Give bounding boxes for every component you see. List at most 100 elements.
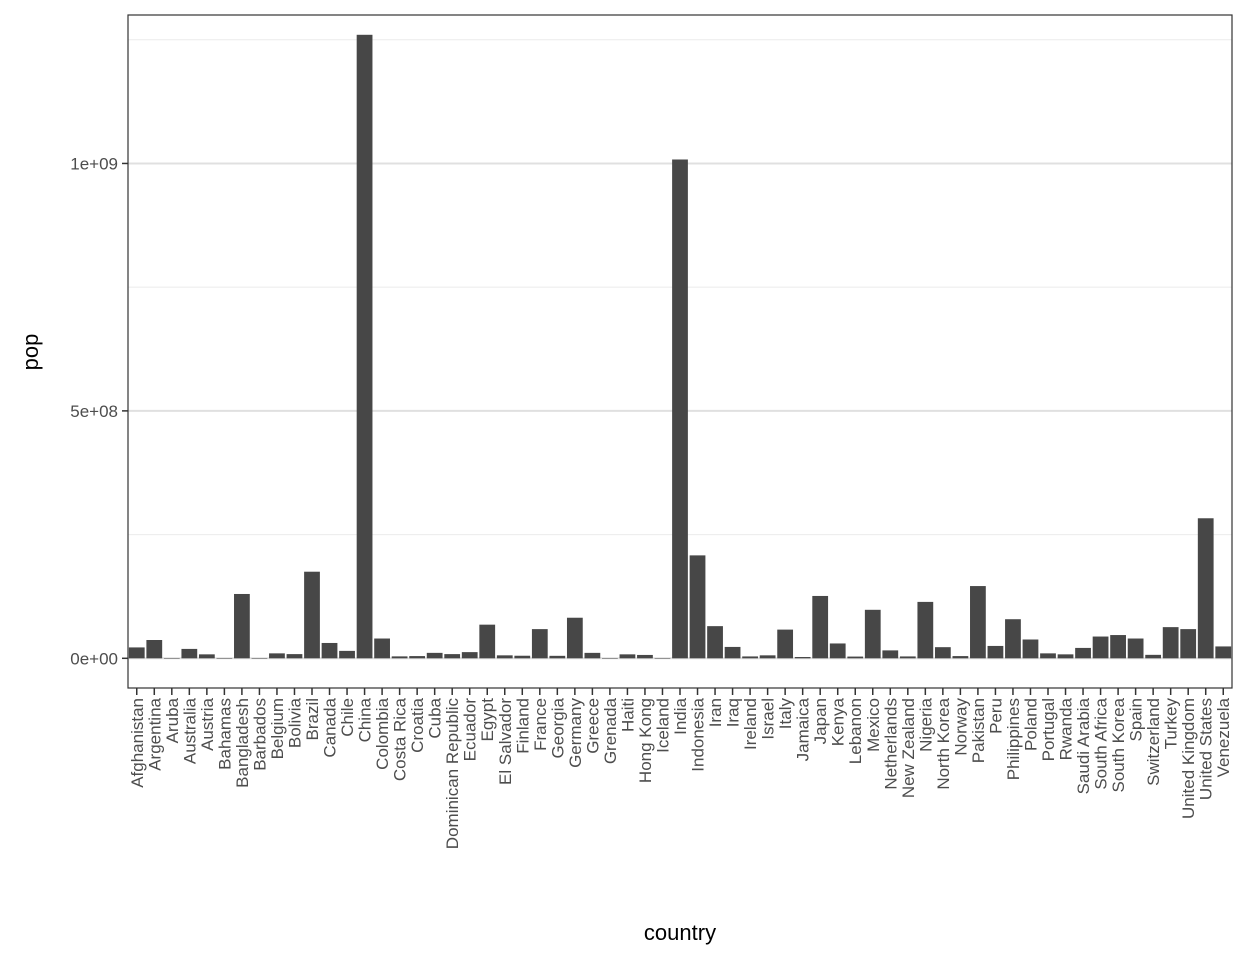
y-tick-label: 5e+08 <box>70 402 118 421</box>
x-tick-label: Bangladesh <box>233 698 252 788</box>
x-tick-label: Iran <box>706 698 725 727</box>
x-tick-label: Croatia <box>408 697 427 752</box>
bar-united-states <box>1197 518 1214 659</box>
x-tick-label: Aruba <box>163 697 182 743</box>
x-tick-label: Bolivia <box>285 697 304 748</box>
bar-barbados <box>251 658 268 659</box>
bar-venezuela <box>1215 646 1232 659</box>
x-tick-label: Norway <box>951 698 970 756</box>
x-tick-label: Barbados <box>250 698 269 771</box>
x-tick-label: Haiti <box>618 698 637 732</box>
x-tick-label: Greece <box>583 698 602 754</box>
bar-el-salvador <box>496 655 513 659</box>
x-tick-label: Brazil <box>303 698 322 741</box>
bar-afghanistan <box>128 647 145 659</box>
bar-lebanon <box>847 656 864 659</box>
bar-china <box>356 34 373 659</box>
bar-australia <box>181 648 198 659</box>
x-tick-label: Canada <box>321 697 340 757</box>
bars <box>128 34 1232 659</box>
bar-japan <box>812 595 829 659</box>
x-tick-label: Nigeria <box>916 697 935 751</box>
x-tick-label: Ecuador <box>461 698 480 762</box>
x-tick-label: Finland <box>513 698 532 754</box>
x-tick-label: Bahamas <box>215 698 234 770</box>
bar-haiti <box>619 654 636 659</box>
x-tick-label: Cuba <box>426 697 445 738</box>
bar-argentina <box>146 639 163 659</box>
y-axis-title: pop <box>18 334 43 371</box>
x-tick-label: Iceland <box>653 698 672 753</box>
bar-new-zealand <box>899 656 916 659</box>
x-tick-label: Netherlands <box>881 698 900 790</box>
x-axis-title: country <box>644 920 716 945</box>
bar-chile <box>339 650 355 659</box>
bar-costa-rica <box>391 656 408 659</box>
x-tick-label: Costa Rica <box>391 697 410 781</box>
x-tick-label: Grenada <box>601 697 620 764</box>
bar-finland <box>514 655 531 659</box>
x-tick-label: Colombia <box>373 697 392 769</box>
bar-jamaica <box>794 657 811 659</box>
x-tick-label: France <box>531 698 550 751</box>
bar-south-africa <box>1092 636 1109 659</box>
bar-aruba <box>163 658 180 659</box>
bar-hong-kong <box>637 654 653 659</box>
bar-poland <box>1022 639 1039 659</box>
bar-dominican-republic <box>444 654 461 659</box>
bar-south-korea <box>1110 635 1126 659</box>
y-tick-label: 1e+09 <box>70 154 118 173</box>
bar-saudi-arabia <box>1075 647 1091 659</box>
bar-canada <box>321 642 338 659</box>
x-tick-label: Australia <box>180 697 199 764</box>
x-tick-label: South Africa <box>1092 697 1111 789</box>
x-tick-label: Mexico <box>864 698 883 752</box>
bar-grenada <box>602 658 618 659</box>
bar-iraq <box>724 646 741 659</box>
x-tick-label: United States <box>1197 698 1216 800</box>
x-tick-label: Israel <box>759 698 778 740</box>
x-tick-label: Spain <box>1127 698 1146 741</box>
x-tick-label: Chile <box>338 698 357 737</box>
bar-iceland <box>654 658 671 659</box>
bar-switzerland <box>1145 654 1162 659</box>
bar-brazil <box>304 571 320 659</box>
x-tick-label: Indonesia <box>689 697 708 771</box>
x-tick-label: Pakistan <box>969 698 988 763</box>
bar-netherlands <box>882 650 899 659</box>
y-tick-label: 0e+00 <box>70 649 118 668</box>
x-tick-label: Kenya <box>829 697 848 746</box>
x-tick-label: Ireland <box>741 698 760 750</box>
x-tick-label: Jamaica <box>794 697 813 761</box>
x-tick-label: Austria <box>198 697 217 750</box>
bar-bangladesh <box>234 593 250 659</box>
bar-greece <box>584 652 601 659</box>
bar-nigeria <box>917 601 934 659</box>
x-tick-label: New Zealand <box>899 698 918 798</box>
x-tick-label: Iraq <box>724 698 743 727</box>
x-tick-label: Saudi Arabia <box>1074 697 1093 794</box>
bar-georgia <box>549 655 566 659</box>
bar-ecuador <box>461 652 478 659</box>
bar-united-kingdom <box>1180 629 1197 659</box>
bar-rwanda <box>1057 654 1074 659</box>
bar-philippines <box>1005 619 1021 659</box>
x-tick-label: Switzerland <box>1144 698 1163 786</box>
x-tick-label: Venezuela <box>1214 697 1233 777</box>
x-tick-label: Portugal <box>1039 698 1058 761</box>
x-tick-label: Poland <box>1021 698 1040 751</box>
bar-germany <box>566 617 583 659</box>
x-tick-label: Philippines <box>1004 698 1023 780</box>
bar-austria <box>198 654 215 659</box>
bar-pakistan <box>970 586 986 659</box>
bar-france <box>531 629 548 659</box>
bar-egypt <box>479 624 496 659</box>
bar-kenya <box>829 643 846 659</box>
x-tick-label: Japan <box>811 698 830 744</box>
x-tick-label: Turkey <box>1162 698 1181 750</box>
x-tick-label: Georgia <box>548 697 567 758</box>
bar-norway <box>952 656 969 659</box>
x-tick-label: Afghanistan <box>128 698 147 788</box>
